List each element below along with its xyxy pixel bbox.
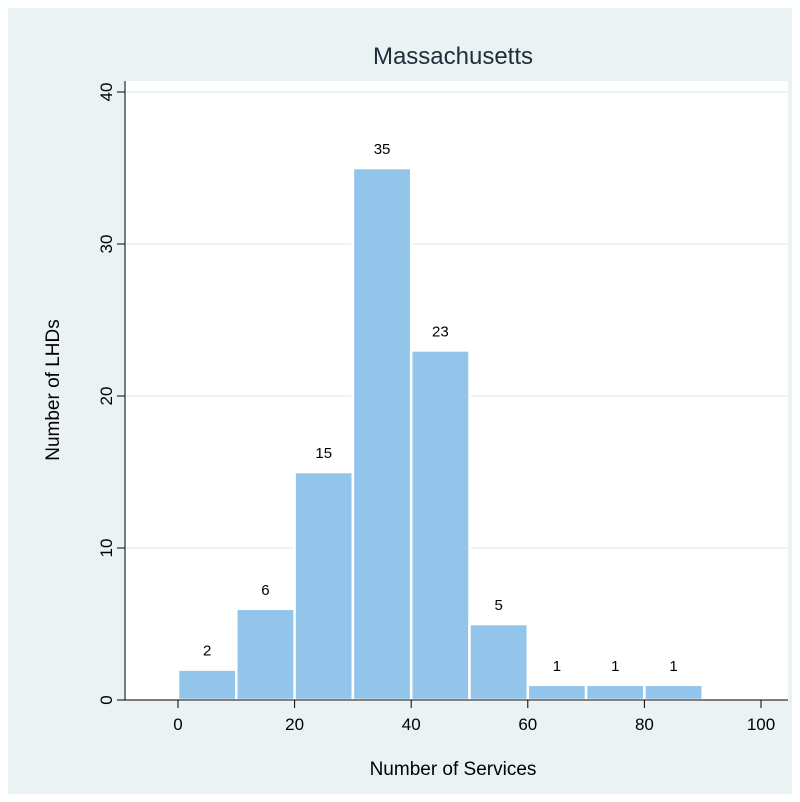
bar-value-label: 35 [374,141,391,158]
histogram-bar [526,683,588,702]
histogram-bar [409,349,471,702]
x-tick-label: 40 [402,715,421,734]
y-tick-label: 30 [97,235,116,254]
bar-value-label: 15 [315,445,332,462]
bar-value-label: 1 [611,658,619,675]
y-axis-title: Number of LHDs [43,319,64,461]
x-tick-label: 100 [747,715,775,734]
axes [124,81,788,701]
x-tick-label: 60 [518,715,537,734]
chart-figure: 2 6 15 35 23 5 1 1 1 0 10 20 30 40 0 20 40 60 80 100 Massa… [8,8,792,794]
bar-value-label: 6 [261,582,269,599]
bar-value-label: 1 [669,658,677,675]
x-tick-label: 0 [173,715,182,734]
histogram-chart: 2 6 15 35 23 5 1 1 1 0 10 20 30 40 0 20 40 60 80 100 Massa… [43,43,788,780]
chart-title: Massachusetts [373,43,533,70]
y-tick-label: 40 [97,83,116,102]
histogram-bar [235,607,296,702]
histogram-bar [351,166,413,702]
histogram-bar [468,622,530,702]
x-tick-label: 20 [285,715,304,734]
bar-value-label: 23 [432,323,449,340]
data-labels: 2 6 15 35 23 5 1 1 1 [203,141,678,675]
x-tick-label: 80 [635,715,654,734]
ticks: 0 10 20 30 40 0 20 40 60 80 100 [97,83,775,734]
histogram-bar [293,470,355,702]
histogram-bar [643,683,704,702]
histogram-bar [584,683,646,702]
y-tick-label: 20 [97,387,116,406]
x-axis-title: Number of Services [370,759,537,780]
histogram-bar [176,668,238,702]
y-tick-label: 10 [97,539,116,558]
bar-value-label: 5 [494,597,502,614]
bar-value-label: 1 [553,658,561,675]
bar-value-label: 2 [203,643,211,660]
bars [176,166,704,702]
y-tick-label: 0 [97,695,116,704]
